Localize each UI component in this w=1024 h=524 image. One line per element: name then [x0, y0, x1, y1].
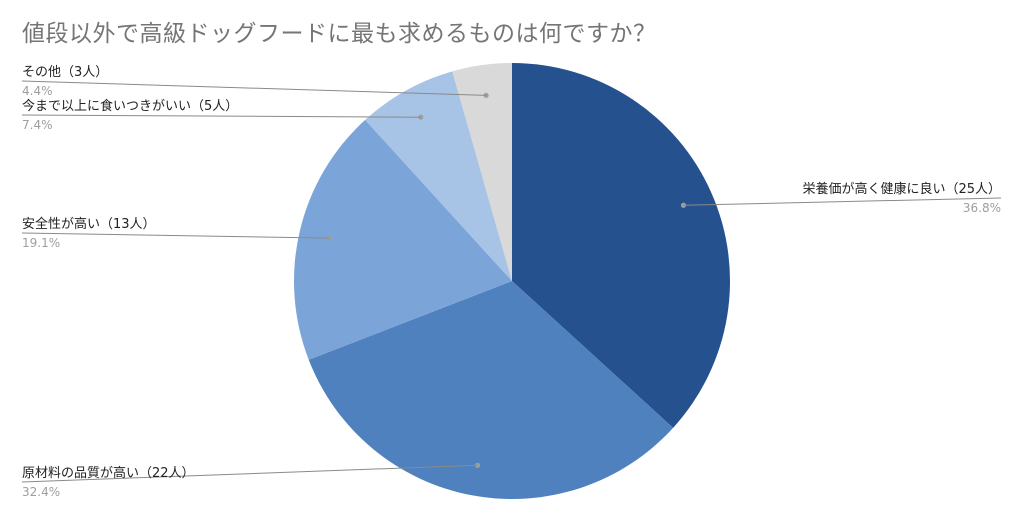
slice-label: 原材料の品質が高い（22人） — [22, 465, 195, 481]
pie-slice — [308, 281, 674, 500]
leader-line — [21, 80, 487, 96]
pie-slice — [512, 63, 730, 428]
leader-line — [683, 197, 1002, 206]
chart-title: 値段以外で高級ドッグフードに最も求めるものは何ですか？ — [22, 21, 657, 47]
leader-line — [21, 114, 421, 118]
leader-line — [21, 232, 330, 239]
leader-line — [21, 464, 478, 483]
pie-slice — [452, 63, 512, 281]
slice-percent: 36.8% — [963, 201, 1001, 215]
slice-label: 今まで以上に食いつきがいい（5人） — [22, 98, 238, 114]
pie-slice — [294, 119, 512, 360]
slice-percent: 7.4% — [22, 118, 53, 132]
pie-slice — [365, 71, 512, 281]
slice-label: その他（3人） — [22, 65, 108, 80]
slice-percent: 32.4% — [22, 485, 60, 499]
slice-label: 栄養価が高く健康に良い（25人） — [802, 181, 1001, 197]
slice-percent: 19.1% — [22, 236, 60, 250]
slice-label: 安全性が高い（13人） — [22, 216, 156, 232]
slice-percent: 4.4% — [22, 84, 53, 98]
